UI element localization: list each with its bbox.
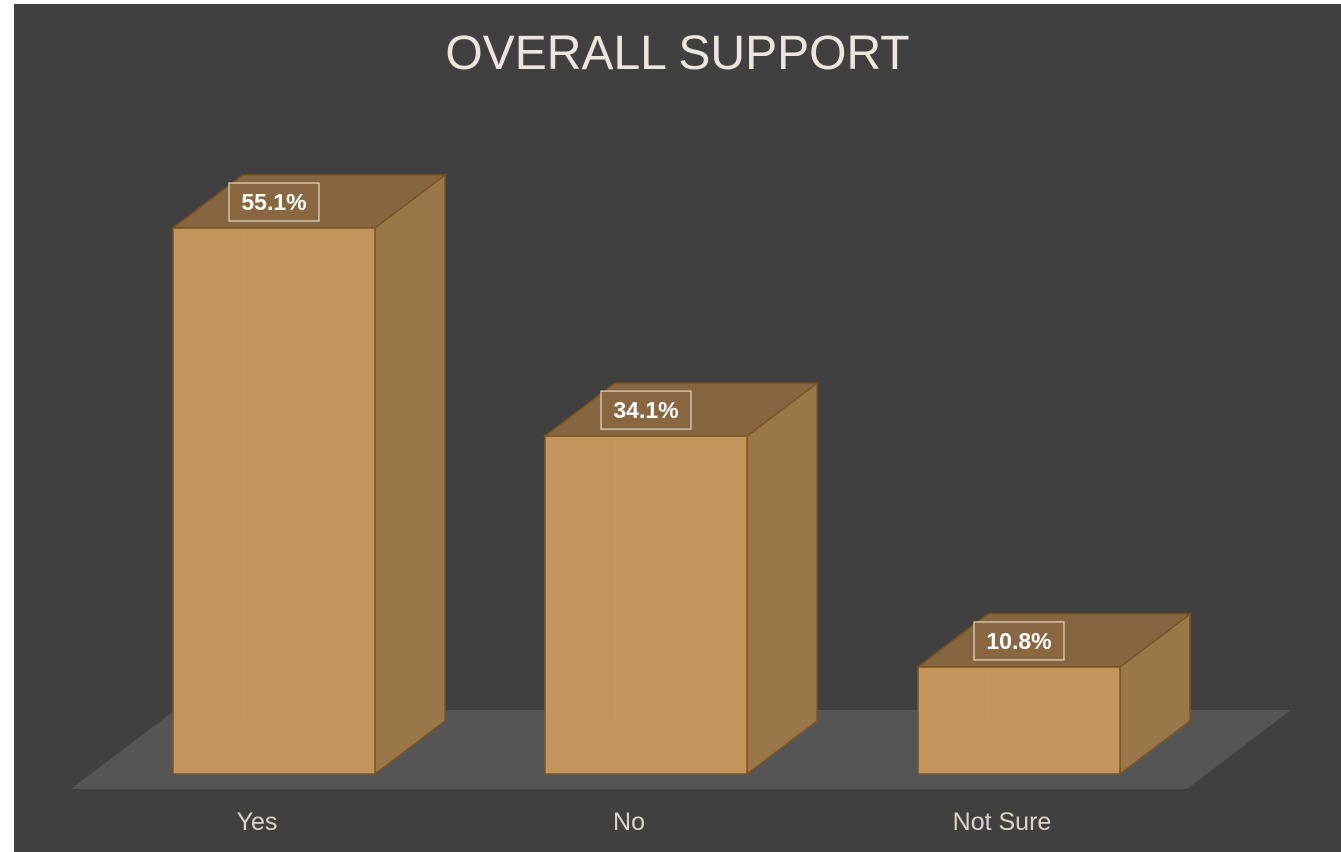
data-label-text: 10.8% — [986, 628, 1051, 654]
data-label-no: 34.1% — [600, 390, 692, 430]
bar-chart-svg: 55.1% 34.1% 10.8% Yes No Not Sure — [71, 173, 1291, 836]
category-label-no: No — [613, 808, 645, 836]
bar-front-face — [172, 227, 376, 775]
data-label-box — [228, 182, 320, 222]
chart-title: OVERALL SUPPORT — [445, 27, 910, 80]
data-label-box — [973, 621, 1065, 661]
chart-frame: 55.1% 34.1% 10.8% Yes No Not Sure OVERALL SU… — [14, 4, 1341, 852]
bar-front-face — [544, 435, 748, 775]
data-label-text: 55.1% — [241, 189, 306, 215]
data-labels-group: 55.1% 34.1% 10.8% — [228, 182, 1065, 661]
bar-yes — [170, 173, 448, 776]
bar-front-face — [917, 666, 1121, 775]
page-top-strip — [0, 0, 1341, 4]
data-label-yes: 55.1% — [228, 182, 320, 222]
category-labels-group: Yes No Not Sure — [237, 808, 1052, 836]
category-label-yes: Yes — [237, 808, 278, 836]
data-label-box — [600, 390, 692, 430]
data-label-not-sure: 10.8% — [973, 621, 1065, 661]
category-label-not-sure: Not Sure — [953, 808, 1052, 836]
bar-side-face — [746, 381, 818, 776]
data-label-text: 34.1% — [613, 397, 678, 423]
bar-no — [542, 381, 820, 776]
bars-group — [170, 173, 1193, 776]
bar-side-face — [374, 173, 446, 776]
